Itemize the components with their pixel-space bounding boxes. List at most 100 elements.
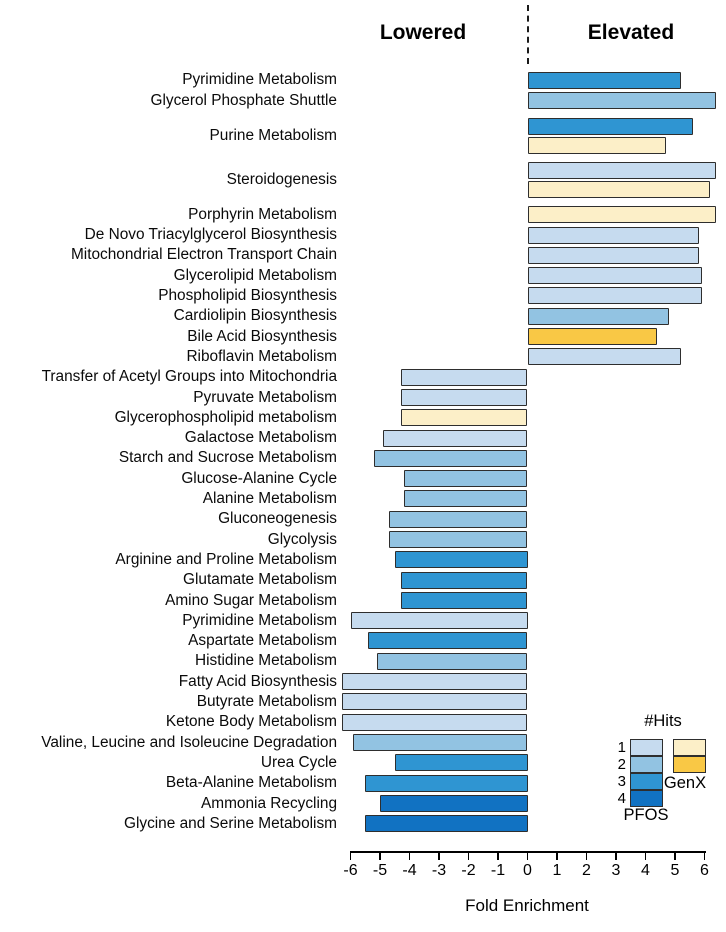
axis-tick	[497, 851, 499, 860]
pathway-label: Ammonia Recycling	[201, 794, 337, 812]
legend-genx-label: GenX	[663, 774, 707, 792]
pathway-row: Ketone Body Metabolism	[0, 712, 726, 732]
enrichment-bar	[341, 693, 528, 711]
pathway-row: Purine Metabolism	[0, 117, 726, 155]
enrichment-bar	[341, 713, 528, 731]
pathway-row: Glycerol Phosphate Shuttle	[0, 90, 726, 110]
enrichment-bar	[527, 328, 658, 346]
pathway-row: Beta-Alanine Metabolism	[0, 773, 726, 793]
enrichment-bar	[377, 652, 528, 670]
pathway-row: Alanine Metabolism	[0, 489, 726, 509]
pathway-row: Glycerophospholipid metabolism	[0, 408, 726, 428]
enrichment-bar	[374, 449, 528, 467]
legend-pfos-label: PFOS	[623, 806, 669, 824]
enrichment-bar	[527, 136, 667, 154]
pathway-row: Gluconeogenesis	[0, 509, 726, 529]
pathway-label: Glycerolipid Metabolism	[173, 266, 337, 284]
enrichment-bar	[527, 287, 702, 305]
pathway-label: Arginine and Proline Metabolism	[115, 550, 337, 568]
enrichment-bar	[527, 246, 699, 264]
pathway-row: Glucose-Alanine Cycle	[0, 468, 726, 488]
enrichment-bar	[400, 571, 528, 589]
enrichment-bar	[527, 206, 717, 224]
axis-tick-label: 5	[670, 862, 680, 879]
pathway-row: Pyrimidine Metabolism	[0, 70, 726, 90]
legend-hits-label: 4	[617, 790, 626, 807]
section-label-lowered: Lowered	[379, 21, 467, 44]
pathway-label: Alanine Metabolism	[202, 490, 337, 508]
enrichment-bar	[400, 409, 528, 427]
enrichment-bar	[527, 117, 693, 135]
pathway-label: Galactose Metabolism	[184, 429, 337, 447]
axis-tick-label: 3	[611, 862, 621, 879]
enrichment-bar	[388, 510, 528, 528]
enrichment-bar	[380, 794, 528, 812]
pathway-row: Glycine and Serine Metabolism	[0, 814, 726, 834]
axis-tick-label: -4	[402, 862, 417, 879]
zero-dashed-line	[527, 5, 529, 64]
legend-title: #Hits	[644, 712, 682, 730]
enrichment-bar	[527, 180, 711, 198]
legend-genx-swatch	[673, 739, 706, 756]
legend-hits-label: 3	[617, 773, 626, 790]
pathway-row: Mitochondrial Electron Transport Chain	[0, 245, 726, 265]
enrichment-bar	[527, 307, 670, 325]
pathway-label: Gluconeogenesis	[218, 510, 337, 528]
axis-tick-label: -1	[490, 862, 506, 879]
pathway-row: Glycolysis	[0, 529, 726, 549]
enrichment-bar	[394, 754, 528, 772]
pathway-row: Histidine Metabolism	[0, 651, 726, 671]
pathway-row: Steroidogenesis	[0, 161, 726, 199]
enrichment-bar	[527, 348, 681, 366]
pathway-row: Bile Acid Biosynthesis	[0, 326, 726, 346]
axis-tick	[615, 851, 617, 860]
pathway-label: Glucose-Alanine Cycle	[181, 469, 337, 487]
enrichment-bar	[353, 733, 528, 751]
pathway-row: Riboflavin Metabolism	[0, 347, 726, 367]
pathway-row: Glutamate Metabolism	[0, 570, 726, 590]
pathway-label: De Novo Triacylglycerol Biosynthesis	[84, 226, 337, 244]
axis-tick	[438, 851, 440, 860]
pathway-row: Starch and Sucrose Metabolism	[0, 448, 726, 468]
pathway-row: Glycerolipid Metabolism	[0, 265, 726, 285]
pathway-label: Pyrimidine Metabolism	[182, 611, 337, 629]
enrichment-bar	[527, 161, 717, 179]
pathway-label: Amino Sugar Metabolism	[165, 591, 337, 609]
pathway-label: Fatty Acid Biosynthesis	[178, 672, 337, 690]
pathway-label: Glycerophospholipid metabolism	[114, 408, 337, 426]
axis-tick	[556, 851, 558, 860]
enrichment-bar	[365, 774, 528, 792]
pathway-label: Aspartate Metabolism	[188, 632, 337, 650]
pathway-row: Aspartate Metabolism	[0, 631, 726, 651]
enrichment-bar	[382, 429, 528, 447]
pathway-row: Galactose Metabolism	[0, 428, 726, 448]
pathway-row: Cardiolipin Biosynthesis	[0, 306, 726, 326]
axis-tick	[349, 851, 352, 860]
legend-hits-label: 2	[617, 756, 626, 773]
pathway-row: Butyrate Metabolism	[0, 692, 726, 712]
pathway-label: Transfer of Acetyl Groups into Mitochond…	[41, 368, 337, 386]
pathway-label: Beta-Alanine Metabolism	[165, 774, 337, 792]
enrichment-bar	[388, 530, 528, 548]
axis-tick	[644, 851, 647, 860]
pathway-label: Glycolysis	[267, 530, 337, 548]
enrichment-bar	[341, 673, 528, 691]
axis-tick-label: -6	[343, 862, 358, 879]
pathway-label: Porphyrin Metabolism	[188, 205, 337, 223]
enrichment-bar	[527, 267, 702, 285]
axis-tick	[526, 851, 529, 860]
axis-tick	[703, 851, 706, 860]
pathway-row: Porphyrin Metabolism	[0, 205, 726, 225]
pathway-label: Riboflavin Metabolism	[186, 347, 337, 365]
pathway-label: Glycerol Phosphate Shuttle	[150, 91, 337, 109]
axis-tick-label: -5	[372, 862, 388, 879]
legend-pfos-swatch	[630, 790, 663, 807]
pathway-bar-chart: Pyrimidine Metabolism Glycerol Phosphate …	[0, 70, 726, 834]
pathway-label: Glutamate Metabolism	[183, 571, 337, 589]
pathway-row: Ammonia Recycling	[0, 793, 726, 813]
axis-tick	[467, 851, 470, 860]
enrichment-bar	[403, 470, 528, 488]
legend-genx-swatch	[673, 756, 706, 773]
enrichment-bar	[400, 368, 528, 386]
axis-tick	[674, 851, 676, 860]
